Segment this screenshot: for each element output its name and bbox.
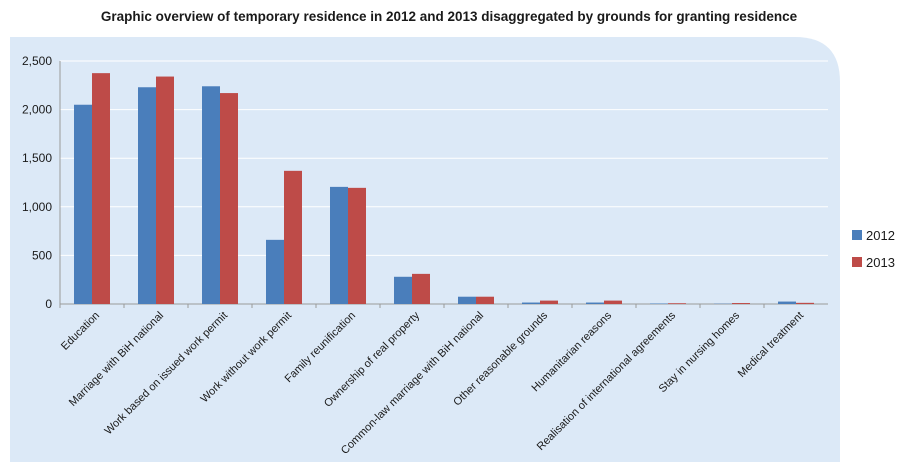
bar-2012 — [778, 301, 796, 304]
bar-2012 — [394, 276, 412, 304]
bar-2013 — [476, 296, 494, 304]
y-tick-label: 1,500 — [22, 151, 52, 165]
bar-2013 — [732, 303, 750, 304]
bar-2013 — [796, 302, 814, 304]
bar-2013 — [668, 303, 686, 304]
bar-2013 — [604, 300, 622, 304]
legend-label-2012: 2012 — [866, 228, 895, 243]
bar-2012 — [330, 186, 348, 304]
bar-2012 — [138, 87, 156, 304]
legend-label-2013: 2013 — [866, 255, 895, 270]
y-tick-label: 2,500 — [22, 54, 52, 68]
bar-2013 — [348, 187, 366, 304]
bar-2013 — [156, 76, 174, 304]
bar-2012 — [202, 86, 220, 304]
bar-2013 — [540, 300, 558, 304]
legend-swatch-2012 — [852, 230, 862, 240]
bar-2012 — [586, 302, 604, 304]
bar-2013 — [412, 273, 430, 304]
bar-2012 — [522, 302, 540, 304]
bar-2012 — [266, 239, 284, 304]
bar-2013 — [92, 73, 110, 305]
bar-2013 — [284, 170, 302, 304]
bar-2013 — [220, 93, 238, 305]
bar-2012 — [74, 104, 92, 305]
y-tick-label: 2,000 — [22, 103, 52, 117]
y-tick-label: 500 — [32, 248, 52, 262]
y-tick-label: 0 — [45, 297, 52, 311]
chart-title: Graphic overview of temporary residence … — [100, 9, 798, 24]
bar-2012 — [458, 296, 476, 304]
y-tick-label: 1,000 — [22, 200, 52, 214]
legend-swatch-2013 — [852, 257, 862, 267]
